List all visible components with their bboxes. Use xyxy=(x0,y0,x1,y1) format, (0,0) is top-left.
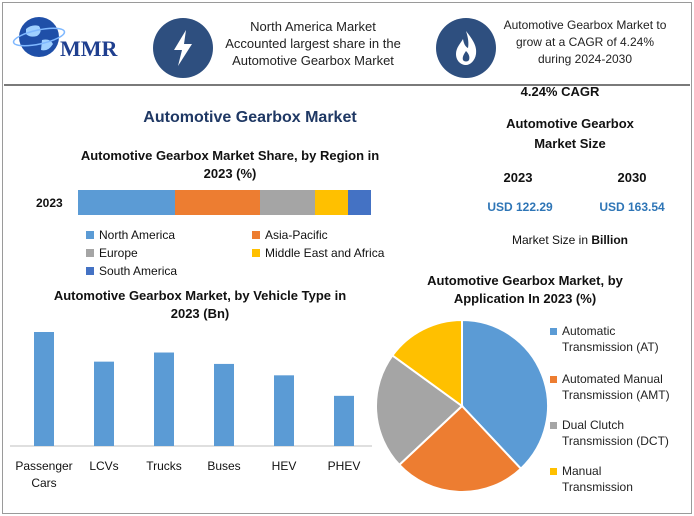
market-size-title: Automotive Gearbox Market Size xyxy=(506,116,634,151)
size-value-2023: USD 122.29 xyxy=(487,200,553,214)
size-value-2030: USD 163.54 xyxy=(599,200,665,214)
vehicle-bar-chart: Passenger Cars LCVs Trucks Buses HEV PHEV xyxy=(10,332,372,490)
legend-label: Europe xyxy=(99,246,138,260)
pie-slice-automated-manual-transmission-amt xyxy=(397,404,523,493)
globe-icon xyxy=(12,17,66,57)
legend-label-line: Automatic xyxy=(562,324,616,338)
legend-label-line: Automated Manual xyxy=(562,372,663,386)
region-legend-middle-east-and-africa: Middle East and Africa xyxy=(252,246,384,260)
region-category-label: 2023 xyxy=(36,196,63,210)
vehicle-bar-buses xyxy=(214,363,234,446)
region-segment-south-america xyxy=(347,190,371,215)
north-america-fact: North America Market Accounted largest s… xyxy=(225,19,401,68)
vehicle-tick-label: Passenger Cars xyxy=(15,459,72,490)
market-size-unit-bold: Billion xyxy=(591,233,629,247)
legend-swatch xyxy=(252,249,260,257)
region-segment-europe xyxy=(259,190,316,215)
size-year-2030: 2030 xyxy=(617,170,647,185)
pie-slice-dual-clutch-transmission-dct xyxy=(375,354,464,467)
legend-swatch xyxy=(550,376,557,383)
region-legend-europe: Europe xyxy=(86,246,138,260)
application-chart-title: Automotive Gearbox Market, by Applicatio… xyxy=(427,273,623,306)
legend-swatch xyxy=(252,231,260,239)
vehicle-tick-label: PHEV xyxy=(328,459,361,473)
legend-swatch xyxy=(86,231,94,239)
pie-slice-manual-transmission xyxy=(391,318,463,408)
pie-slice-automatic-transmission-at xyxy=(461,318,549,471)
legend-swatch xyxy=(550,422,557,429)
vehicle-bar-lcvs xyxy=(94,361,114,446)
region-legend-asia-pacific: Asia-Pacific xyxy=(252,228,328,242)
region-legend-south-america: South America xyxy=(86,264,177,278)
vehicle-bar-passenger-cars xyxy=(34,332,54,446)
market-size-unit-prefix: Market Size in xyxy=(511,233,592,247)
vehicle-tick-label: LCVs xyxy=(89,459,118,473)
legend-swatch xyxy=(86,249,94,257)
pie-legend-automated-manual-transmission-amt: Automated Manual Transmission (AMT) xyxy=(550,371,686,403)
vehicle-bar-hev xyxy=(274,375,294,446)
vehicle-bar-trucks xyxy=(154,352,174,446)
logo-text: MMR xyxy=(60,36,118,61)
main-title: Automotive Gearbox Market xyxy=(143,109,357,126)
region-legend-north-america: North America xyxy=(86,228,175,242)
legend-label-line: Manual xyxy=(562,464,602,478)
region-chart-title: Automotive Gearbox Market Share, by Regi… xyxy=(80,148,380,181)
legend-label: South America xyxy=(99,264,178,278)
market-size-unit: Market Size in Billion xyxy=(480,233,660,247)
size-year-2023: 2023 xyxy=(503,170,533,185)
legend-label-line: Transmission (AMT) xyxy=(562,388,670,402)
legend-swatch xyxy=(550,468,557,475)
lightning-icon xyxy=(153,18,213,78)
legend-label-line: Dual Clutch xyxy=(562,418,625,432)
legend-swatch xyxy=(550,328,557,335)
vehicle-bar-phev xyxy=(334,395,354,446)
legend-label-line: Transmission (AT) xyxy=(562,340,659,354)
legend-label: Asia-Pacific xyxy=(265,228,328,242)
cagr-fact: Automotive Gearbox Market to grow at a C… xyxy=(503,18,667,66)
flame-icon xyxy=(436,18,496,78)
region-stacked-bar xyxy=(78,190,371,215)
legend-label-line: Transmission (DCT) xyxy=(562,434,669,448)
cagr-value: 4.24% CAGR xyxy=(520,84,600,99)
pie-legend-automatic-transmission-at: Automatic Transmission (AT) xyxy=(550,323,686,355)
legend-swatch xyxy=(86,267,94,275)
pie-legend-manual-transmission: Manual Transmission xyxy=(550,463,686,495)
legend-label-line: Transmission xyxy=(562,480,633,494)
region-segment-asia-pacific xyxy=(174,190,260,215)
vehicle-tick-label: HEV xyxy=(272,459,297,473)
legend-label: Middle East and Africa xyxy=(265,246,385,260)
vehicle-tick-label: Trucks xyxy=(146,459,182,473)
legend-label: North America xyxy=(99,228,176,242)
logo: MMR xyxy=(12,12,142,62)
pie-legend-dual-clutch-transmission-dct: Dual Clutch Transmission (DCT) xyxy=(550,417,686,449)
region-segment-middle-east-and-africa xyxy=(315,190,348,215)
application-pie-chart xyxy=(375,318,549,493)
header-divider xyxy=(4,84,690,86)
region-segment-north-america xyxy=(78,190,175,215)
vehicle-chart-title: Automotive Gearbox Market, by Vehicle Ty… xyxy=(53,288,347,321)
vehicle-tick-label: Buses xyxy=(207,459,240,473)
